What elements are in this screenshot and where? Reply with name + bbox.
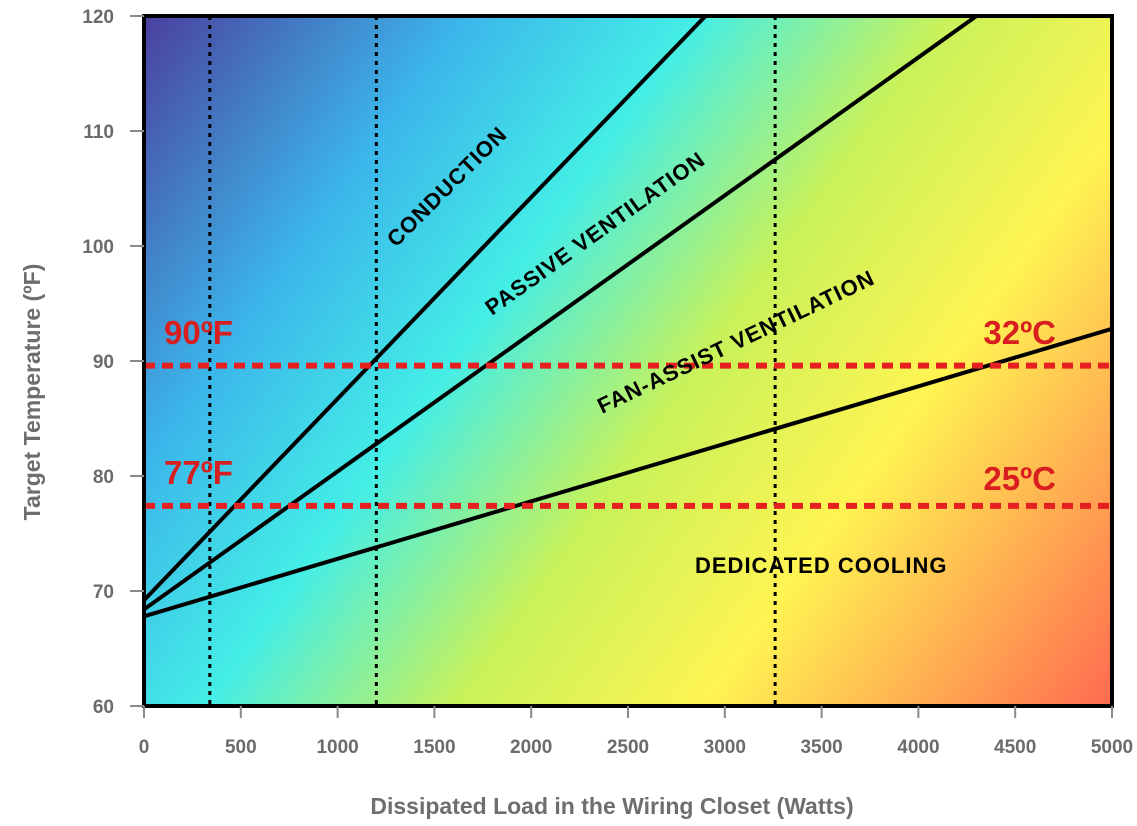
label-77f: 77ºF bbox=[164, 454, 233, 491]
x-tick-label: 2000 bbox=[510, 737, 552, 758]
x-tick-label: 1500 bbox=[413, 737, 455, 758]
x-tick-label: 4500 bbox=[994, 737, 1036, 758]
label-32c: 32ºC bbox=[983, 314, 1056, 351]
x-tick-label: 0 bbox=[139, 737, 150, 758]
y-tick-label: 60 bbox=[93, 697, 114, 718]
y-tick-label: 90 bbox=[93, 352, 114, 373]
plot-background bbox=[144, 16, 1112, 706]
y-axis-ticks: 60 70 80 90 100 110 120 bbox=[82, 7, 144, 718]
x-tick-label: 3500 bbox=[800, 737, 842, 758]
label-90f: 90ºF bbox=[164, 314, 233, 351]
x-axis-ticks: 0 500 1000 1500 2000 2500 3000 3500 4000 4500 5000 bbox=[139, 706, 1133, 758]
y-tick-label: 100 bbox=[82, 237, 114, 258]
boundary-line-1 bbox=[144, 16, 978, 612]
x-axis-title: Dissipated Load in the Wiring Closet (Wa… bbox=[370, 793, 853, 819]
boundary-line-0 bbox=[144, 16, 707, 602]
x-tick-label: 3000 bbox=[704, 737, 746, 758]
label-25c: 25ºC bbox=[983, 460, 1056, 497]
boundary-line-2 bbox=[144, 326, 1112, 619]
y-tick-label: 110 bbox=[83, 122, 114, 143]
x-tick-label: 500 bbox=[225, 737, 257, 758]
x-tick-label: 5000 bbox=[1091, 737, 1133, 758]
region-label-dedicated-cooling: DEDICATED COOLING bbox=[695, 553, 947, 578]
x-tick-label: 1000 bbox=[316, 737, 358, 758]
y-tick-label: 120 bbox=[82, 7, 114, 28]
x-tick-label: 4000 bbox=[897, 737, 939, 758]
region-boundaries bbox=[144, 16, 1112, 619]
y-axis-title: Target Temperature (ºF) bbox=[19, 264, 45, 521]
x-tick-label: 2500 bbox=[607, 737, 649, 758]
y-tick-label: 70 bbox=[93, 582, 114, 603]
y-tick-label: 80 bbox=[93, 467, 114, 488]
